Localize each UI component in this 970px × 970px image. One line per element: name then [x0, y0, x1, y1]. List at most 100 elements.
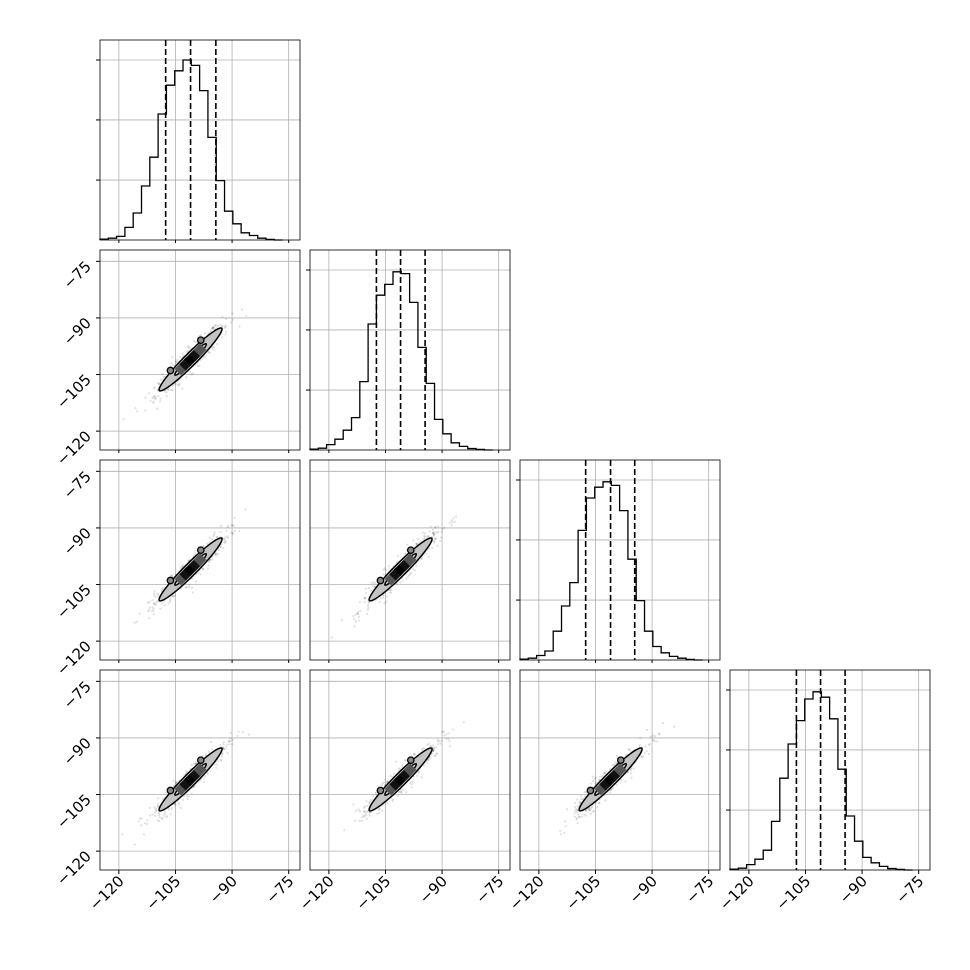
scatter-point — [231, 318, 234, 321]
scatter-point — [573, 812, 576, 815]
scatter-point — [169, 597, 172, 600]
scatter-point — [214, 552, 218, 555]
scatter-point — [186, 797, 189, 801]
x-tick-label: −120 — [86, 872, 128, 914]
scatter-point — [154, 807, 157, 810]
scatter-point — [155, 808, 158, 811]
scatter-point — [576, 798, 579, 801]
scatter-point — [152, 613, 155, 616]
scatter-point — [164, 812, 167, 815]
scatter-point — [224, 541, 227, 544]
scatter-point — [221, 752, 224, 755]
scatter-point — [434, 538, 437, 541]
contour-island — [166, 366, 175, 375]
scatter-point — [401, 764, 404, 767]
x-tick-label: −75 — [892, 872, 927, 907]
scatter-point — [428, 530, 431, 533]
scatter-point — [421, 747, 424, 750]
scatter-point — [424, 535, 427, 538]
scatter-point — [222, 547, 225, 550]
scatter-point — [382, 573, 385, 576]
scatter-point — [432, 532, 435, 535]
scatter-point — [564, 825, 567, 828]
scatter-point — [370, 582, 373, 585]
scatter-point — [174, 804, 177, 807]
scatter-point — [420, 557, 423, 561]
scatter-point — [369, 814, 372, 817]
scatter-point — [452, 517, 455, 520]
scatter-point — [206, 567, 210, 570]
scatter-point — [431, 546, 434, 549]
scatter-point — [188, 347, 191, 350]
scatter-point — [152, 602, 156, 605]
scatter-point — [587, 809, 591, 812]
scatter-point — [224, 325, 227, 328]
scatter-point — [192, 372, 195, 375]
scatter-point — [358, 615, 361, 618]
scatter-point — [442, 730, 445, 733]
scatter-point — [154, 811, 157, 814]
scatter-point — [158, 815, 161, 819]
scatter-point — [155, 600, 158, 603]
scatter-point — [450, 524, 453, 527]
scatter-point — [436, 531, 439, 535]
scatter-point — [389, 774, 392, 778]
scatter-point — [415, 542, 418, 546]
scatter-point — [208, 351, 211, 354]
scatter-point — [560, 833, 563, 836]
scatter-point — [175, 361, 179, 364]
scatter-point — [389, 591, 392, 594]
scatter-point — [213, 763, 216, 766]
scatter-point — [175, 383, 178, 386]
scatter-point — [212, 533, 216, 536]
scatter-point — [378, 600, 381, 604]
scatter-point — [202, 544, 205, 548]
scatter-point — [199, 573, 202, 576]
x-tick-label: −120 — [716, 872, 758, 914]
scatter-point — [206, 772, 210, 775]
scatter-point — [638, 744, 641, 747]
scatter-point — [358, 601, 362, 604]
scatter-point — [379, 597, 382, 600]
scatter-point — [433, 539, 436, 542]
scatter-point — [221, 336, 224, 339]
scatter-point — [204, 753, 207, 756]
scatter-point — [162, 586, 165, 589]
scatter-point — [212, 326, 215, 329]
scatter-point — [578, 815, 581, 818]
scatter-point — [140, 817, 143, 820]
x-tick-label: −105 — [562, 872, 604, 914]
scatter-point — [150, 610, 153, 613]
scatter-point — [451, 521, 454, 524]
scatter-point — [386, 780, 389, 783]
scatter-point — [364, 587, 367, 590]
contour-island — [196, 336, 205, 345]
x-tick-label: −75 — [472, 872, 507, 907]
scatter-point — [588, 808, 591, 812]
scatter-point — [434, 526, 437, 529]
scatter-point — [368, 802, 371, 805]
scatter-point — [387, 565, 390, 568]
scatter-point — [210, 327, 213, 330]
scatter-point — [431, 540, 435, 543]
scatter-point — [627, 747, 630, 751]
scatter-point — [162, 814, 165, 817]
scatter-point — [364, 597, 367, 600]
scatter-point — [366, 804, 369, 808]
x-tick-label: −90 — [206, 872, 241, 907]
scatter-point — [177, 384, 181, 387]
scatter-point — [151, 606, 154, 609]
scatter-point — [221, 324, 224, 328]
scatter-point — [401, 788, 404, 791]
scatter-point — [407, 573, 410, 577]
scatter-point — [604, 799, 607, 802]
scatter-point — [211, 346, 214, 350]
scatter-point — [178, 382, 181, 385]
scatter-point — [173, 594, 176, 598]
scatter-point — [368, 812, 371, 815]
scatter-point — [377, 811, 381, 815]
scatter-point — [135, 620, 138, 623]
scatter-point — [177, 801, 180, 804]
scatter-point — [576, 821, 579, 825]
scatter-point — [148, 814, 152, 817]
